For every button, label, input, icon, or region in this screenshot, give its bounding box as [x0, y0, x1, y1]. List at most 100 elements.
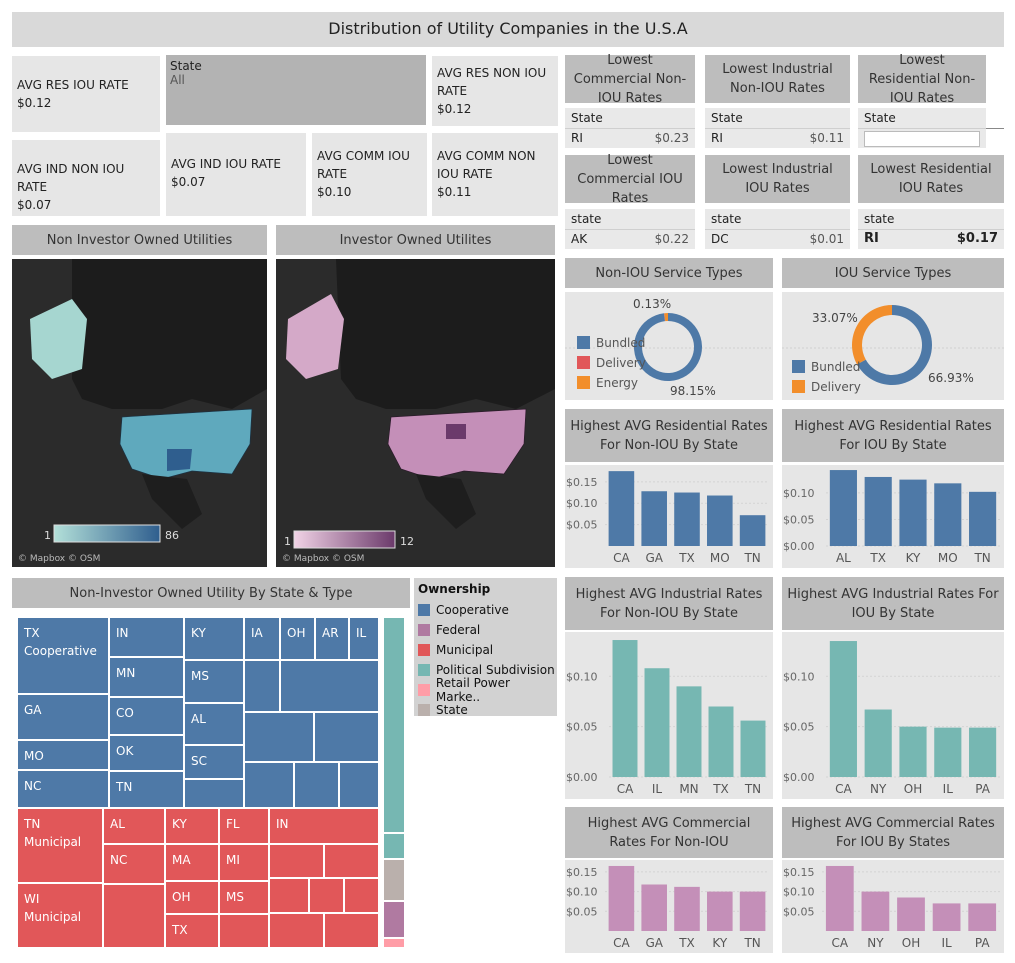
treemap-cell-muni-minor[interactable]: [103, 884, 165, 948]
lowest-res-non-iou-title: Lowest Residential Non-IOU Rates: [858, 53, 986, 106]
legend-item[interactable]: Municipal: [414, 640, 557, 660]
table-row: [858, 129, 986, 147]
y-tick-label: $0.05: [783, 721, 815, 734]
iou-service-donut[interactable]: 33.07% 66.93% Bundled Delivery: [782, 292, 1004, 400]
table-row: RI $0.23: [565, 129, 695, 147]
treemap-cell-co[interactable]: CO: [109, 697, 184, 735]
treemap-cell-political-subdivision[interactable]: [383, 617, 405, 833]
bar-chart-svg: $0.00 $0.05 $0.10 CA NY OH IL PA: [783, 641, 1000, 796]
treemap-cell-muni-minor[interactable]: [269, 844, 324, 878]
treemap-cell-ok[interactable]: OK: [109, 735, 184, 771]
bar-chart-comm-non-iou[interactable]: $0.05 $0.10 $0.15 CA GA TX KY TN: [565, 860, 773, 953]
bar-chart-ind-non-iou[interactable]: $0.00 $0.05 $0.10 CA IL MN TX TN: [565, 632, 773, 799]
treemap[interactable]: TX Cooperative IN KY IA OH AR IL MN MS G…: [17, 617, 405, 948]
bar-chart-res-iou[interactable]: $0.00 $0.05 $0.10 AL TX KY MO TN: [782, 465, 1004, 568]
treemap-cell-coop-minor[interactable]: [244, 762, 294, 808]
treemap-cell-ky-coop[interactable]: KY: [184, 617, 244, 660]
treemap-cell-in-muni[interactable]: IN: [269, 808, 379, 844]
y-tick-label: $0.15: [566, 866, 598, 879]
treemap-cell-state[interactable]: [383, 859, 405, 901]
treemap-cell-ga[interactable]: GA: [17, 694, 109, 740]
treemap-cell-muni-minor[interactable]: [269, 913, 324, 948]
treemap-cell-ky-muni[interactable]: KY: [165, 808, 219, 844]
legend-label: Delivery: [811, 380, 861, 394]
legend-item[interactable]: Retail Power Marke..: [414, 676, 557, 704]
state-cell: AK: [571, 232, 588, 246]
treemap-cell-al-muni[interactable]: AL: [103, 808, 165, 844]
legend-swatch: [792, 380, 805, 393]
state-filter-value[interactable]: All: [170, 73, 185, 87]
treemap-cell-ms-coop[interactable]: MS: [184, 660, 244, 703]
bar-chart-ind-iou[interactable]: $0.00 $0.05 $0.10 CA NY OH IL PA: [782, 632, 1004, 799]
treemap-cell-coop-minor[interactable]: [294, 762, 339, 808]
treemap-cell-muni-minor[interactable]: [219, 914, 269, 948]
treemap-cell-tx-coop[interactable]: TX Cooperative: [17, 617, 109, 694]
treemap-cell-fl[interactable]: FL: [219, 808, 269, 844]
table-header: state: [705, 209, 850, 230]
treemap-cell-coop-minor[interactable]: [244, 712, 314, 762]
bar-tn: [969, 491, 997, 546]
bar-chart-res-non-iou[interactable]: $0.05 $0.10 $0.15 CA GA TX MO TN: [565, 465, 773, 568]
treemap-cell-tn-coop[interactable]: TN: [109, 771, 184, 808]
dark-region: [446, 424, 466, 439]
legend-item[interactable]: Cooperative: [414, 600, 557, 620]
treemap-cell-muni-minor[interactable]: [309, 878, 344, 913]
treemap-cell-mi[interactable]: MI: [219, 844, 269, 881]
treemap-cell-muni-minor[interactable]: [269, 878, 309, 913]
bar-chart-comm-iou[interactable]: $0.05 $0.10 $0.15 CA NY OH IL PA: [782, 860, 1004, 953]
treemap-cell-il[interactable]: IL: [349, 617, 379, 660]
value-cell: $0.11: [809, 131, 844, 145]
value-cell: $0.17: [956, 231, 998, 246]
iou-map[interactable]: 1 12 © Mapbox © OSM: [276, 259, 555, 567]
treemap-cell-oh-muni[interactable]: OH: [165, 881, 219, 914]
table-header: state: [858, 209, 1004, 230]
treemap-cell-federal[interactable]: [383, 901, 405, 938]
legend-label: Political Subdivision: [436, 663, 555, 677]
lowest-res-non-iou-table: State: [858, 108, 986, 148]
table-header: state: [565, 209, 695, 230]
treemap-cell-sc[interactable]: SC: [184, 745, 244, 779]
treemap-cell-ma[interactable]: MA: [165, 844, 219, 881]
legend-item[interactable]: Federal: [414, 620, 557, 640]
x-tick-label: KY: [712, 936, 727, 950]
bar-il: [932, 903, 961, 931]
treemap-cell-nc-coop[interactable]: NC: [17, 770, 109, 808]
treemap-cell-tn-muni[interactable]: TN Municipal: [17, 808, 103, 883]
treemap-cell-coop-minor[interactable]: [244, 660, 280, 712]
legend-item[interactable]: Political Subdivision: [414, 660, 557, 680]
kpi-value: $0.10: [317, 185, 352, 199]
pct-small-label: 33.07%: [812, 311, 858, 325]
treemap-cell-wi-muni[interactable]: WI Municipal: [17, 883, 103, 948]
treemap-cell-retail[interactable]: [383, 938, 405, 948]
y-tick-label: $0.05: [566, 519, 598, 532]
legend-item[interactable]: State: [414, 700, 557, 720]
bar-oh: [897, 897, 925, 931]
bar-chart-svg: $0.05 $0.10 $0.15 CA NY OH IL PA: [783, 866, 1000, 950]
treemap-cell-mn[interactable]: MN: [109, 657, 184, 697]
treemap-cell-ar[interactable]: AR: [315, 617, 349, 660]
legend-swatch: [418, 664, 430, 676]
kpi-value: $0.12: [17, 96, 52, 110]
state-filter[interactable]: State All: [166, 55, 426, 125]
treemap-cell-tx-muni[interactable]: TX: [165, 914, 219, 948]
treemap-cell-coop-minor[interactable]: [184, 779, 244, 808]
treemap-cell-al-coop[interactable]: AL: [184, 703, 244, 745]
bar-chart-svg: $0.05 $0.10 $0.15 CA GA TX KY TN: [566, 866, 769, 950]
treemap-cell-political-subdivision[interactable]: [383, 833, 405, 859]
treemap-cell-muni-minor[interactable]: [344, 878, 379, 913]
treemap-cell-ms-muni[interactable]: MS: [219, 881, 269, 914]
bar-ny: [861, 891, 890, 931]
treemap-cell-nc-muni[interactable]: NC: [103, 844, 165, 884]
treemap-cell-mo[interactable]: MO: [17, 740, 109, 770]
treemap-cell-ia[interactable]: IA: [244, 617, 280, 660]
treemap-cell-muni-minor[interactable]: [324, 913, 379, 948]
kpi-value: $0.11: [437, 185, 472, 199]
non-iou-map[interactable]: 1 86 © Mapbox © OSM: [12, 259, 267, 567]
treemap-cell-in-coop[interactable]: IN: [109, 617, 184, 657]
treemap-cell-coop-minor[interactable]: [339, 762, 379, 808]
treemap-cell-muni-minor[interactable]: [324, 844, 379, 878]
treemap-cell-coop-minor[interactable]: [280, 660, 379, 712]
treemap-cell-coop-minor[interactable]: [314, 712, 379, 762]
non-iou-service-donut[interactable]: 0.13% 98.15% Bundled Delivery Energy: [565, 292, 773, 400]
treemap-cell-oh-coop[interactable]: OH: [280, 617, 315, 660]
